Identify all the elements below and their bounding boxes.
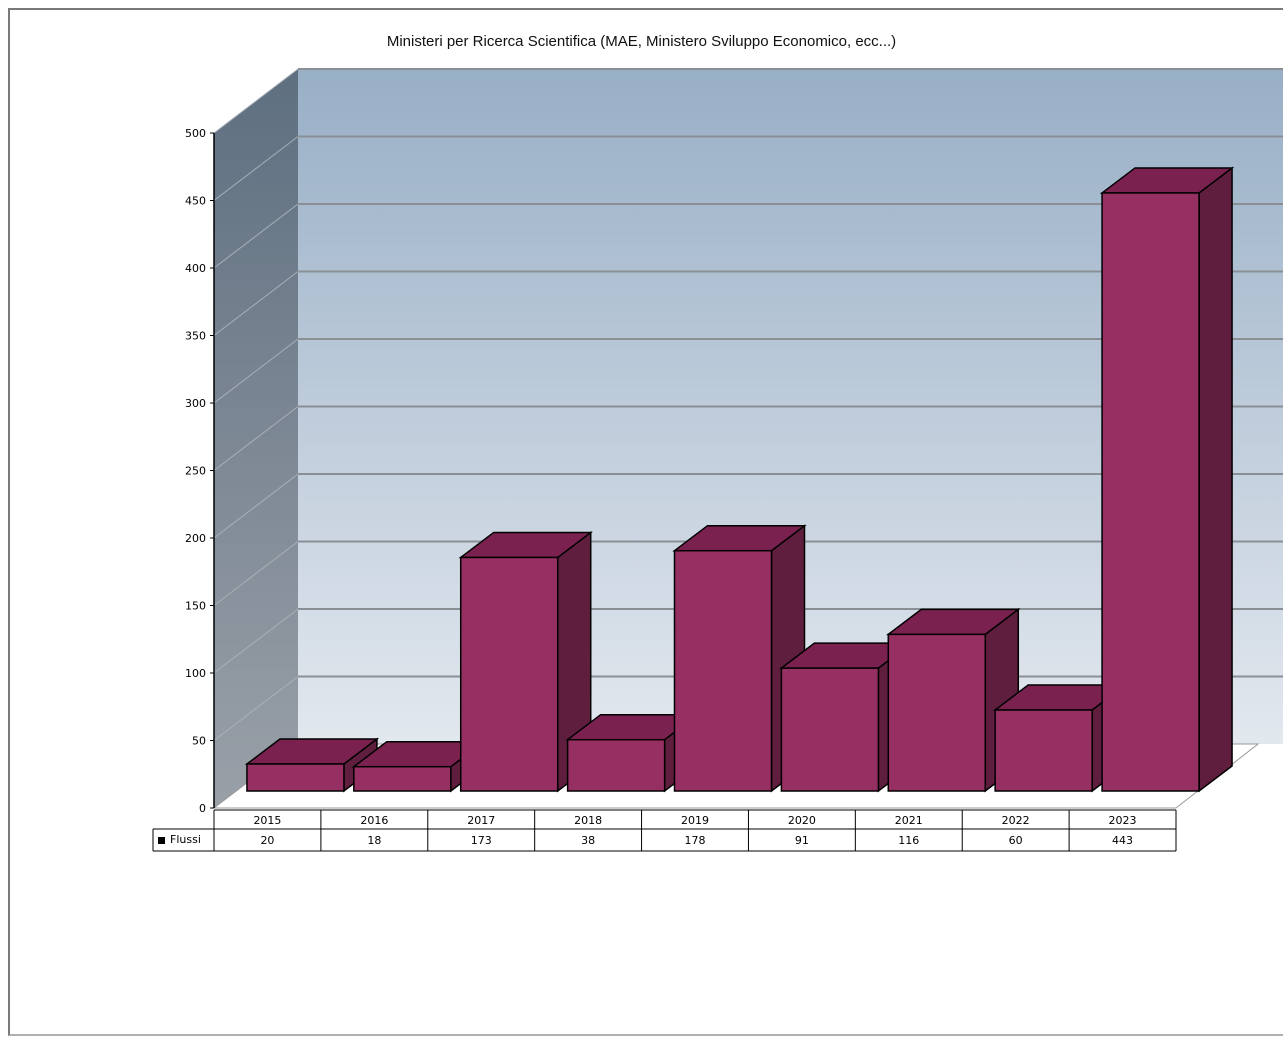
gridline-side — [213, 203, 299, 269]
x-category-label: 2018 — [574, 814, 602, 827]
gridline-side — [213, 271, 299, 336]
bar-2019 — [672, 524, 807, 793]
y-tick-label: 500 — [185, 127, 206, 140]
bar-front — [566, 738, 666, 792]
x-category-label: 2023 — [1109, 814, 1137, 827]
y-axis: 0 50 100 150 200 250 300 350 400 450 500 — [185, 127, 215, 815]
gridline-side — [213, 68, 299, 134]
bar-front — [994, 709, 1093, 792]
x-category-label: 2016 — [360, 814, 388, 827]
data-label: 116 — [898, 834, 919, 847]
chart-title: Ministeri per Ricerca Scientifica (MAE, … — [386, 33, 897, 50]
y-tick-label: 400 — [185, 262, 206, 275]
bar-front — [673, 549, 773, 792]
bar-front — [246, 763, 345, 792]
bar-2016 — [351, 740, 487, 793]
y-tick-label: 150 — [185, 600, 206, 613]
gridline-side — [213, 541, 299, 606]
bar-2021 — [886, 607, 1021, 793]
x-category-label: 2021 — [895, 814, 923, 827]
y-tick-label: 250 — [185, 465, 206, 478]
y-tick-label: 50 — [192, 735, 206, 748]
bar-front — [1101, 192, 1200, 792]
legend-swatch — [158, 837, 165, 844]
y-tick-label: 350 — [185, 330, 206, 343]
data-label: 443 — [1112, 834, 1133, 847]
bar-side — [1198, 166, 1233, 793]
data-label: 91 — [795, 834, 809, 847]
data-label: 60 — [1009, 834, 1023, 847]
gridline-side — [213, 676, 299, 741]
y-tick-label: 450 — [185, 195, 206, 208]
gridline-side — [213, 136, 299, 201]
legend-label: Flussi — [170, 833, 201, 846]
gridline-side — [213, 338, 299, 404]
data-label: 178 — [685, 834, 706, 847]
gridline-side — [213, 406, 299, 471]
x-category-label: 2020 — [788, 814, 816, 827]
y-tick-label: 200 — [185, 532, 206, 545]
x-category-label: 2019 — [681, 814, 709, 827]
x-category-label: 2015 — [253, 814, 281, 827]
y-tick-label: 300 — [185, 397, 206, 410]
x-category-label: 2017 — [467, 814, 495, 827]
data-label: 38 — [581, 834, 595, 847]
y-tick-label: 0 — [199, 802, 206, 815]
data-label: 18 — [367, 834, 381, 847]
bar-2015 — [244, 737, 380, 793]
data-label: 20 — [260, 834, 274, 847]
x-category-label: 2022 — [1002, 814, 1030, 827]
data-label: 173 — [471, 834, 492, 847]
bar-2017 — [458, 530, 593, 793]
bars — [244, 166, 1235, 793]
bar-front — [780, 667, 880, 792]
gridline-side — [213, 473, 299, 539]
bar-front — [887, 633, 987, 792]
y-tick-label: 100 — [185, 667, 206, 680]
bar-2023 — [1099, 166, 1235, 793]
bar-front — [353, 765, 452, 792]
gridline-side — [213, 608, 299, 674]
data-table: 2015 20 2016 18 2017 173 2018 38 2019 178 2020 91 20… — [152, 809, 1177, 852]
bar-front — [459, 556, 559, 792]
